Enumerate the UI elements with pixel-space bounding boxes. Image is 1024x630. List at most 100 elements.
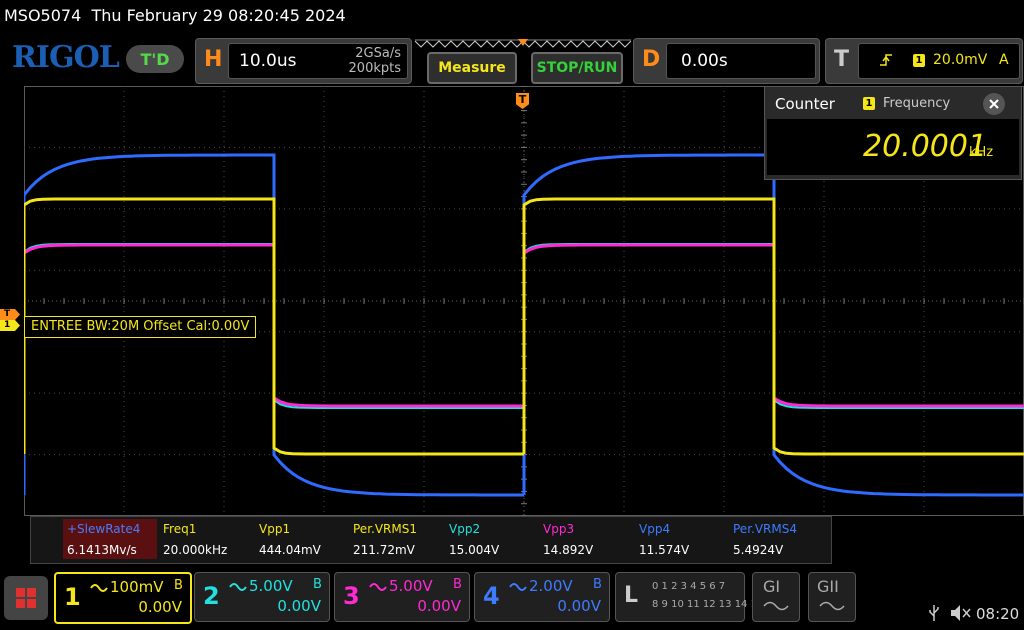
channel-label-text: ENTREE BW:20M Offset Cal:0.00V — [31, 319, 250, 334]
counter-title: Counter — [775, 95, 835, 113]
measure-button[interactable]: Measure — [427, 52, 517, 84]
td-button[interactable]: T'D — [126, 45, 184, 73]
model-datetime: MSO5074 Thu February 29 08:20:45 2024 — [4, 6, 346, 25]
measurement-bar[interactable]: +SlewRate4 6.1413Mv/s Freq1 20.000kHz Vpp1 44… — [30, 516, 832, 564]
trigger-letter: T — [834, 47, 850, 72]
ac-coupling-icon — [369, 583, 387, 591]
decoder1-wave-icon — [763, 601, 789, 611]
ac-coupling-icon — [509, 583, 527, 591]
channel-1-box[interactable]: 1 100mV B 0.00V — [54, 572, 192, 624]
trigger-time-marker-label: T — [518, 93, 527, 106]
channel-4-box[interactable]: 4 2.00V B 0.00V — [474, 572, 610, 622]
ch1-waveform — [24, 197, 1024, 456]
counter-source-badge: 1 — [863, 97, 875, 110]
channel-offset: 0.00V — [417, 597, 461, 615]
channel-offset: 0.00V — [138, 598, 182, 616]
trigger-level: 20.0mV — [933, 52, 988, 68]
ch1-offset-marker-label: 1 — [4, 320, 11, 330]
status-bar: MSO5074 Thu February 29 08:20:45 2024 — [0, 0, 1024, 34]
datetime: Thu February 29 08:20:45 2024 — [91, 6, 346, 25]
bandwidth-limit-badge: B — [453, 577, 462, 592]
bandwidth-limit-badge: B — [593, 577, 602, 592]
measurement-value: 5.4924V — [733, 543, 784, 557]
counter-display: 20.0001 kHz — [767, 119, 1019, 175]
trigger-position-strip[interactable] — [413, 37, 633, 51]
measurement-value: 6.1413Mv/s — [67, 543, 137, 557]
channel-label-box: ENTREE BW:20M Offset Cal:0.00V — [24, 316, 257, 338]
trigger-panel[interactable]: T 1 20.0mV A — [825, 38, 1023, 84]
trigger-source-badge: 1 — [913, 54, 925, 67]
logic-letter: L — [624, 583, 639, 608]
channel-number: 4 — [483, 582, 500, 610]
ac-coupling-icon — [229, 583, 247, 591]
channel-scale: 100mV — [110, 578, 164, 596]
decoder1-label: GI — [763, 577, 781, 596]
decoder1-button[interactable]: GI — [752, 572, 800, 622]
grid-menu-icon — [16, 588, 36, 608]
measurement-name: +SlewRate4 — [67, 522, 141, 536]
measurement-name: Per.VRMS1 — [353, 522, 417, 536]
rising-edge-icon — [880, 54, 892, 66]
rigol-logo: RIGOL — [12, 40, 120, 75]
system-time: 08:20 — [976, 605, 1020, 623]
measurement-name: Vpp1 — [259, 522, 291, 536]
logic-box[interactable]: L 0 1 2 3 4 5 6 7 8 9 10 11 12 13 14 15 — [615, 572, 763, 622]
logic-row2: 8 9 10 11 12 13 14 15 — [652, 599, 764, 610]
measurement-item[interactable]: +SlewRate4 6.1413Mv/s — [63, 519, 157, 559]
measurement-value: 11.574V — [639, 543, 690, 557]
stop-run-button[interactable]: STOP/RUN — [531, 52, 623, 84]
measurement-name: Vpp4 — [639, 522, 671, 536]
memory-depth: 200kpts — [348, 61, 401, 76]
channel-2-box[interactable]: 2 5.00V B 0.00V — [194, 572, 330, 622]
horizontal-letter: H — [204, 47, 223, 72]
counter-value: 20.0001 — [863, 129, 988, 164]
decoder2-wave-icon — [819, 601, 845, 611]
ch1-offset-marker[interactable]: 1 — [0, 320, 20, 331]
measurement-value: 211.72mV — [353, 543, 415, 557]
counter-label: Frequency — [883, 96, 951, 111]
channel-offset: 0.00V — [277, 597, 321, 615]
measurement-name: Per.VRMS4 — [733, 522, 797, 536]
timebase-value: 10.0us — [239, 51, 297, 71]
delay-value: 0.00s — [681, 51, 728, 71]
measurement-name: Vpp3 — [543, 522, 575, 536]
logic-row1: 0 1 2 3 4 5 6 7 — [652, 581, 726, 592]
channel-number: 1 — [64, 583, 81, 611]
delay-panel[interactable]: D 0.00s — [633, 38, 820, 84]
counter-panel[interactable]: Counter 1 Frequency 20.0001 kHz — [764, 86, 1022, 180]
decoder2-button[interactable]: GII — [808, 572, 856, 622]
measurement-value: 20.000kHz — [163, 543, 228, 557]
trigger-level-marker[interactable]: T — [0, 309, 20, 320]
measurement-value: 444.04mV — [259, 543, 321, 557]
channel-number: 3 — [343, 582, 360, 610]
trigger-field[interactable]: 1 20.0mV A — [858, 43, 1020, 79]
usb-icon — [929, 605, 939, 621]
trigger-mode: A — [999, 52, 1009, 68]
channel-offset: 0.00V — [557, 597, 601, 615]
close-icon — [989, 99, 999, 109]
delay-letter: D — [642, 47, 661, 72]
horizontal-panel[interactable]: H 10.0us 2GSa/s 200kpts — [195, 38, 412, 84]
timebase-field[interactable]: 10.0us 2GSa/s 200kpts — [228, 43, 408, 79]
channel-number: 2 — [203, 582, 220, 610]
measurement-value: 14.892V — [543, 543, 594, 557]
measurement-value: 15.004V — [449, 543, 500, 557]
ac-coupling-icon — [90, 584, 108, 592]
channel-scale: 2.00V — [529, 577, 573, 595]
counter-close-button[interactable] — [983, 93, 1005, 115]
delay-field[interactable]: 0.00s — [666, 43, 816, 79]
trigger-time-marker[interactable]: T — [516, 93, 529, 109]
speaker-muted-icon[interactable] — [950, 604, 972, 622]
menu-button[interactable] — [4, 576, 48, 620]
bandwidth-limit-badge: B — [313, 577, 322, 592]
channel-3-box[interactable]: 3 5.00V B 0.00V — [334, 572, 470, 622]
measurement-name: Freq1 — [163, 522, 197, 536]
decoder2-label: GII — [817, 577, 839, 596]
measurement-name: Vpp2 — [449, 522, 481, 536]
channel-scale: 5.00V — [249, 577, 293, 595]
bandwidth-limit-badge: B — [174, 578, 183, 593]
trigger-level-marker-label: T — [4, 309, 11, 319]
model-name: MSO5074 — [4, 6, 82, 25]
channel-scale: 5.00V — [389, 577, 433, 595]
sample-rate: 2GSa/s — [355, 46, 401, 61]
